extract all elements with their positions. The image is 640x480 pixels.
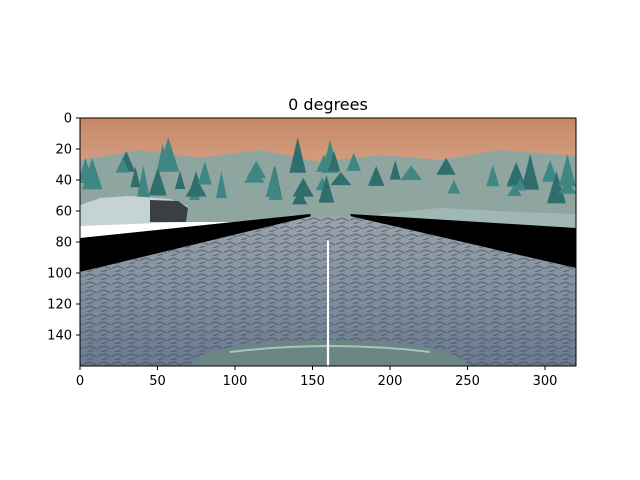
tree — [330, 172, 352, 186]
x-tick-label: 300 — [533, 374, 558, 389]
tree — [157, 143, 169, 171]
x-axis: 0 50 100 150 200 250 300 — [76, 366, 558, 389]
tree — [316, 154, 332, 172]
tree — [436, 157, 456, 175]
y-tick-label: 140 — [47, 329, 72, 344]
tree — [327, 151, 341, 172]
tree — [292, 177, 314, 197]
tree — [367, 166, 385, 186]
tree — [547, 170, 566, 204]
tree — [265, 166, 282, 198]
y-tick-label: 40 — [55, 174, 72, 189]
tree — [292, 189, 308, 205]
tree — [82, 157, 103, 190]
tree — [542, 160, 559, 182]
y-tick-label: 60 — [55, 205, 72, 220]
left-shoulder — [80, 214, 312, 272]
y-tick-label: 120 — [47, 298, 72, 313]
right-shoulder — [350, 214, 576, 268]
tree — [130, 166, 141, 188]
tree — [289, 137, 307, 173]
y-tick-label: 100 — [47, 267, 72, 282]
tree — [558, 179, 576, 194]
tree — [197, 161, 212, 185]
chart-title: 0 degrees — [288, 95, 368, 114]
tree — [185, 178, 207, 197]
tree — [521, 153, 540, 190]
tree — [400, 165, 423, 181]
left-rock-shadow — [150, 200, 188, 222]
car-hood — [190, 340, 470, 366]
y-tick-label: 20 — [55, 143, 72, 158]
tree — [558, 153, 576, 187]
tree — [268, 185, 283, 200]
x-tick-label: 100 — [223, 374, 248, 389]
tree — [148, 167, 167, 196]
tree — [174, 170, 186, 189]
y-axis: 0 20 40 60 80 100 120 140 — [47, 112, 80, 344]
tree — [506, 162, 526, 185]
tree — [346, 152, 361, 171]
y-tick-label: 0 — [64, 112, 72, 127]
tree — [215, 171, 227, 199]
tree — [246, 160, 267, 179]
tree — [486, 164, 500, 187]
tree — [514, 178, 527, 191]
x-tick-label: 250 — [455, 374, 480, 389]
tree — [136, 165, 150, 199]
tree — [115, 157, 130, 173]
tree-line — [80, 137, 576, 205]
x-tick-label: 0 — [76, 374, 84, 389]
car-hood-highlight — [229, 345, 431, 353]
tree — [447, 179, 461, 194]
tree — [389, 160, 401, 180]
x-tick-label: 200 — [378, 374, 403, 389]
y-tick-label: 80 — [55, 236, 72, 251]
x-tick-label: 150 — [300, 374, 325, 389]
tree — [318, 175, 335, 203]
x-tick-label: 50 — [149, 374, 166, 389]
